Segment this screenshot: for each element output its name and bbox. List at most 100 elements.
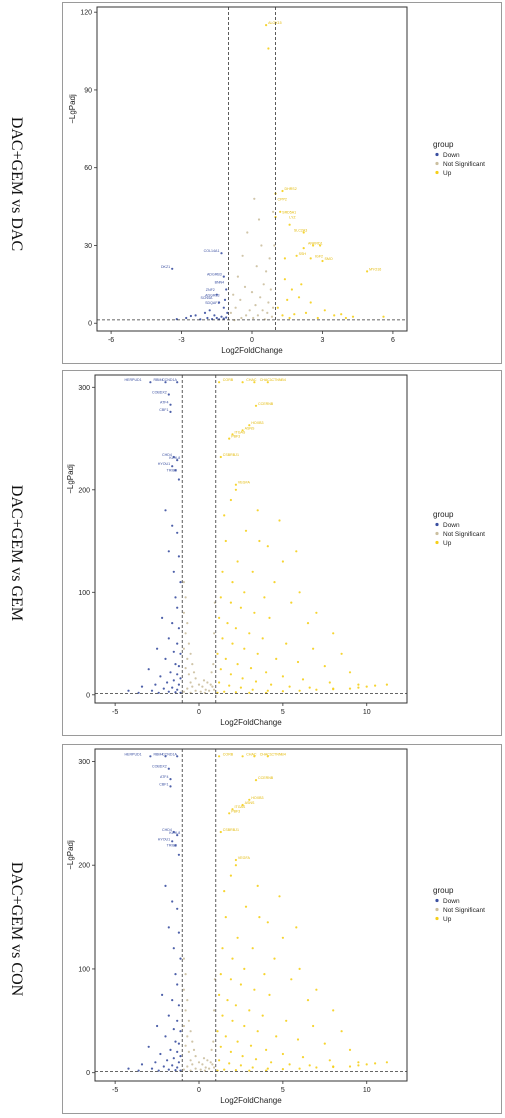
- point-down: [172, 570, 175, 573]
- x-tick-label: 5: [281, 1087, 285, 1094]
- point-not-significant: [229, 311, 232, 314]
- plot-frame: [96, 6, 408, 332]
- gene-label-down: SCN4A: [200, 296, 213, 300]
- point-up: [241, 755, 244, 758]
- y-tick-label: 0: [88, 321, 92, 328]
- gene-label-down: KLHL8: [169, 456, 180, 460]
- gene-label-down: RBM4: [153, 752, 163, 756]
- point-up: [248, 1009, 251, 1012]
- point-down: [161, 993, 164, 996]
- point-down: [176, 606, 179, 609]
- point-up: [231, 581, 234, 584]
- point-not-significant: [194, 1067, 197, 1070]
- point-up: [333, 314, 336, 317]
- point-up: [249, 667, 253, 670]
- point-up: [348, 1065, 352, 1068]
- gene-label-up: CORB: [223, 752, 234, 756]
- point-down: [156, 647, 159, 650]
- point-down: [172, 1028, 175, 1031]
- point-not-significant: [211, 1063, 214, 1066]
- point-up: [219, 455, 222, 459]
- point-up: [315, 688, 318, 691]
- point-down: [167, 1014, 170, 1017]
- point-up: [218, 993, 221, 996]
- gene-label-up: CTNNB4: [271, 752, 285, 756]
- point-up: [332, 1065, 335, 1069]
- legend-marker: [435, 531, 439, 536]
- point-up: [295, 550, 298, 553]
- point-up: [243, 647, 246, 650]
- gene-label-up: CORB: [223, 378, 234, 382]
- gene-label-up: CHAC1: [260, 378, 272, 382]
- point-not-significant: [186, 1035, 189, 1038]
- point-up: [219, 830, 222, 834]
- x-tick-label: 6: [391, 337, 395, 344]
- point-up: [218, 616, 221, 619]
- point-down: [171, 465, 174, 468]
- point-up: [231, 808, 234, 811]
- point-not-significant: [239, 298, 242, 301]
- point-up: [224, 916, 227, 919]
- point-not-significant: [213, 1009, 216, 1012]
- point-up: [332, 1009, 335, 1012]
- point-down: [174, 1040, 177, 1043]
- point-up: [295, 254, 298, 257]
- point-down: [147, 668, 150, 671]
- point-not-significant: [189, 1030, 192, 1033]
- point-up: [344, 316, 347, 320]
- point-down: [174, 1069, 177, 1072]
- point-down: [177, 555, 180, 558]
- point-down: [167, 550, 170, 553]
- point-up: [297, 296, 301, 299]
- point-down: [167, 393, 170, 396]
- gene-label-up: PBF3: [231, 809, 240, 813]
- point-up: [357, 1061, 360, 1064]
- point-up: [229, 874, 232, 877]
- point-down: [222, 306, 225, 309]
- point-down: [177, 1042, 180, 1045]
- point-down: [174, 663, 177, 666]
- point-up: [231, 957, 234, 960]
- point-down: [150, 689, 154, 692]
- point-up: [228, 1062, 231, 1065]
- point-down: [171, 900, 174, 903]
- point-down: [176, 459, 179, 462]
- point-down: [225, 316, 228, 319]
- point-up: [224, 657, 227, 660]
- point-up: [226, 999, 229, 1002]
- point-down: [171, 622, 174, 625]
- y-tick-label: 0: [86, 1070, 90, 1077]
- point-not-significant: [211, 685, 214, 688]
- point-up: [351, 315, 355, 318]
- point-not-significant: [272, 306, 275, 309]
- point-down: [164, 509, 167, 512]
- point-up: [281, 675, 284, 678]
- point-not-significant: [206, 681, 209, 684]
- point-down: [177, 683, 180, 686]
- point-up: [298, 1067, 301, 1070]
- point-up: [278, 895, 281, 898]
- gene-label-up: ITGAS: [235, 430, 246, 434]
- point-not-significant: [186, 657, 189, 660]
- point-down: [164, 755, 167, 758]
- point-up: [234, 1004, 237, 1007]
- x-axis-title: Log2FoldChange: [220, 718, 282, 727]
- point-up: [221, 637, 224, 640]
- point-up: [290, 288, 293, 291]
- point-down: [222, 275, 225, 278]
- point-up: [290, 978, 293, 981]
- point-up: [244, 529, 248, 532]
- point-down: [174, 973, 177, 976]
- point-down: [176, 755, 179, 758]
- gene-label-down: COL14A1: [204, 249, 220, 253]
- point-down: [164, 381, 167, 384]
- plot-frame: [94, 748, 408, 1082]
- point-up: [288, 316, 291, 320]
- point-down: [179, 1030, 182, 1033]
- point-not-significant: [253, 197, 256, 200]
- point-up: [301, 1056, 305, 1059]
- point-up: [323, 665, 326, 668]
- point-up: [348, 1048, 352, 1051]
- point-up: [223, 1068, 226, 1071]
- legend-entry: Not Significant: [443, 531, 485, 538]
